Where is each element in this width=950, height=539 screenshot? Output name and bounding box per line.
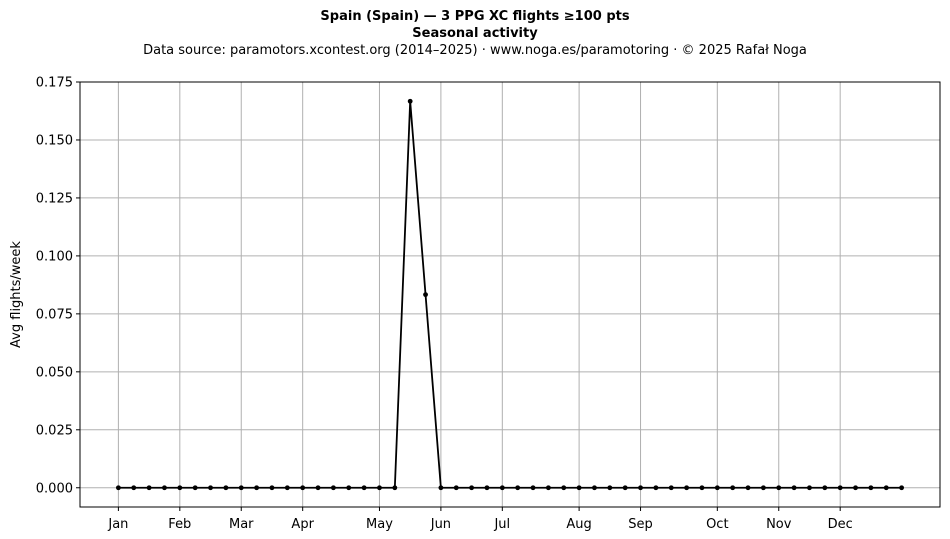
data-point — [115, 485, 121, 491]
x-tick-label: Apr — [291, 517, 314, 532]
data-point — [515, 485, 521, 491]
y-tick-label: 0.025 — [36, 423, 73, 438]
data-point — [453, 485, 459, 491]
chart-subtitle: Seasonal activity — [412, 26, 538, 41]
data-point — [699, 485, 705, 491]
data-point — [545, 485, 551, 491]
data-point — [407, 98, 413, 104]
data-point — [438, 485, 444, 491]
data-point — [653, 485, 659, 491]
data-point — [730, 485, 736, 491]
data-point — [361, 485, 367, 491]
y-tick-label: 0.050 — [36, 365, 73, 380]
data-point — [469, 485, 475, 491]
data-point — [622, 485, 628, 491]
y-axis-label: Avg flights/week — [9, 241, 24, 348]
x-tick-label: Dec — [828, 517, 853, 532]
data-point — [776, 485, 782, 491]
data-point — [607, 485, 613, 491]
x-tick-label: Jan — [107, 517, 128, 532]
data-point — [162, 485, 167, 491]
x-tick-label: Sep — [628, 517, 653, 532]
data-point — [208, 485, 213, 491]
data-point — [530, 485, 536, 491]
data-point — [853, 485, 858, 491]
plot-frame — [79, 81, 941, 508]
data-point — [899, 485, 905, 491]
x-tick-label: Oct — [706, 517, 728, 532]
data-point — [192, 485, 198, 491]
data-source-note: Data source: paramotors.xcontest.org (20… — [143, 43, 807, 58]
data-point — [146, 485, 152, 491]
data-point — [392, 485, 398, 491]
data-point — [714, 485, 720, 491]
series-line — [118, 100, 902, 489]
data-point — [807, 485, 812, 491]
x-tick-label: Jul — [493, 517, 510, 532]
data-point — [177, 485, 183, 491]
y-axis: 0.000 0.025 0.050 0.075 0.100 0.125 0.150 0.175 — [36, 76, 80, 496]
data-point — [269, 485, 275, 491]
data-point — [592, 485, 597, 491]
data-point — [346, 485, 352, 491]
data-point — [561, 485, 567, 491]
x-tick-label: Aug — [566, 517, 591, 532]
data-point — [684, 485, 690, 491]
data-point — [330, 485, 336, 491]
y-tick-label: 0.125 — [36, 191, 73, 206]
y-tick-label: 0.175 — [36, 76, 73, 91]
data-point — [131, 485, 137, 491]
y-tick-label: 0.000 — [36, 481, 73, 496]
data-point — [638, 485, 643, 491]
data-point — [238, 485, 244, 491]
x-tick-label: Feb — [168, 517, 191, 532]
series-line-group — [115, 98, 905, 491]
data-point — [423, 292, 428, 298]
data-point — [883, 485, 889, 491]
data-point — [315, 485, 321, 491]
data-point — [868, 485, 874, 491]
x-tick-label: Mar — [229, 517, 254, 532]
data-point — [254, 485, 260, 491]
data-point — [668, 485, 674, 491]
x-axis: Jan Feb Mar Apr May Jun Jul Aug Sep Oct Nov Dec — [107, 507, 853, 532]
data-point — [377, 485, 382, 491]
data-point — [822, 485, 828, 491]
y-tick-label: 0.150 — [36, 133, 73, 148]
data-point — [484, 485, 490, 491]
data-point — [745, 485, 751, 491]
data-point — [791, 485, 797, 491]
data-point — [300, 485, 306, 491]
y-tick-label: 0.100 — [36, 249, 73, 264]
data-point — [499, 485, 505, 491]
chart-title: Spain (Spain) — 3 PPG XC flights ≥100 pt… — [320, 9, 630, 24]
y-tick-label: 0.075 — [36, 307, 73, 322]
data-point — [760, 485, 766, 491]
data-point — [284, 485, 290, 491]
grid — [80, 81, 940, 507]
data-point — [837, 485, 843, 491]
data-point — [576, 485, 582, 491]
x-tick-label: May — [366, 517, 393, 532]
x-tick-label: Nov — [766, 517, 792, 532]
data-point — [223, 485, 229, 491]
x-tick-label: Jun — [430, 517, 451, 532]
